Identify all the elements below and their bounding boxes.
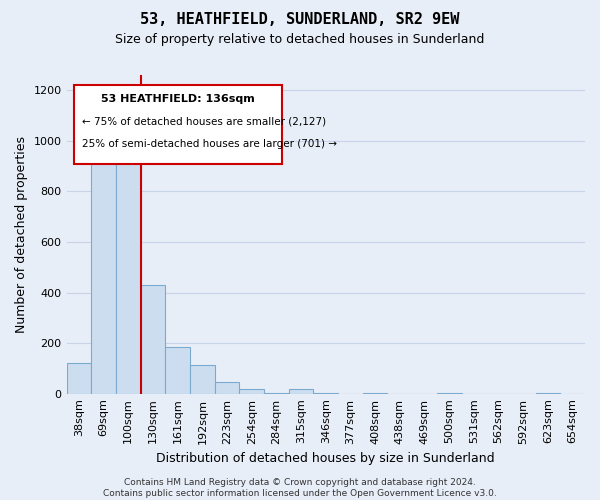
Bar — [165, 347, 190, 394]
Bar — [536, 393, 560, 394]
Bar — [215, 382, 239, 394]
Bar — [437, 393, 461, 394]
X-axis label: Distribution of detached houses by size in Sunderland: Distribution of detached houses by size … — [157, 452, 495, 465]
Y-axis label: Number of detached properties: Number of detached properties — [15, 136, 28, 333]
Text: ← 75% of detached houses are smaller (2,127): ← 75% of detached houses are smaller (2,… — [82, 116, 326, 126]
Bar — [91, 154, 116, 394]
FancyBboxPatch shape — [74, 84, 282, 164]
Bar — [67, 364, 91, 394]
Text: 53 HEATHFIELD: 136sqm: 53 HEATHFIELD: 136sqm — [101, 94, 255, 104]
Bar — [264, 393, 289, 394]
Bar — [363, 393, 388, 394]
Bar — [116, 154, 140, 394]
Bar — [313, 393, 338, 394]
Text: Size of property relative to detached houses in Sunderland: Size of property relative to detached ho… — [115, 32, 485, 46]
Text: 25% of semi-detached houses are larger (701) →: 25% of semi-detached houses are larger (… — [82, 138, 337, 148]
Bar — [289, 389, 313, 394]
Text: 53, HEATHFIELD, SUNDERLAND, SR2 9EW: 53, HEATHFIELD, SUNDERLAND, SR2 9EW — [140, 12, 460, 28]
Bar — [140, 285, 165, 394]
Bar — [239, 389, 264, 394]
Text: Contains HM Land Registry data © Crown copyright and database right 2024.
Contai: Contains HM Land Registry data © Crown c… — [103, 478, 497, 498]
Bar — [190, 365, 215, 394]
